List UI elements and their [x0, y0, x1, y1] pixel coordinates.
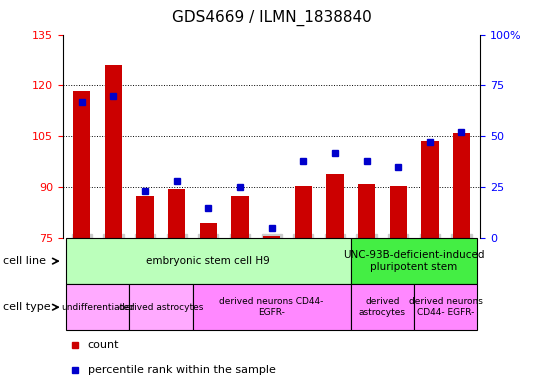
Text: UNC-93B-deficient-induced
pluripotent stem: UNC-93B-deficient-induced pluripotent st… — [343, 250, 485, 272]
Text: derived astrocytes: derived astrocytes — [118, 303, 203, 312]
Text: percentile rank within the sample: percentile rank within the sample — [88, 365, 276, 375]
Text: derived neurons CD44-
EGFR-: derived neurons CD44- EGFR- — [219, 298, 324, 317]
Bar — [200, 223, 217, 238]
Bar — [414, 284, 477, 330]
Text: derived
astrocytes: derived astrocytes — [359, 298, 406, 317]
Bar — [351, 284, 414, 330]
Text: count: count — [88, 340, 120, 350]
Bar — [295, 185, 312, 238]
Bar — [263, 237, 280, 238]
Bar — [66, 238, 351, 284]
Text: cell type: cell type — [3, 302, 50, 312]
Bar — [66, 284, 129, 330]
Bar — [193, 284, 351, 330]
Bar — [351, 238, 477, 284]
Text: derived neurons
CD44- EGFR-: derived neurons CD44- EGFR- — [409, 298, 483, 317]
Text: undifferentiated: undifferentiated — [61, 303, 134, 312]
Bar — [136, 196, 154, 238]
Bar — [105, 65, 122, 238]
Bar — [453, 133, 470, 238]
Bar — [326, 174, 343, 238]
Bar — [73, 91, 91, 238]
Bar — [168, 189, 186, 238]
Bar — [358, 184, 375, 238]
Bar — [129, 284, 193, 330]
Text: GDS4669 / ILMN_1838840: GDS4669 / ILMN_1838840 — [172, 10, 371, 26]
Bar — [389, 185, 407, 238]
Bar — [421, 141, 438, 238]
Bar — [232, 196, 248, 238]
Text: cell line: cell line — [3, 256, 46, 266]
Text: embryonic stem cell H9: embryonic stem cell H9 — [146, 256, 270, 266]
